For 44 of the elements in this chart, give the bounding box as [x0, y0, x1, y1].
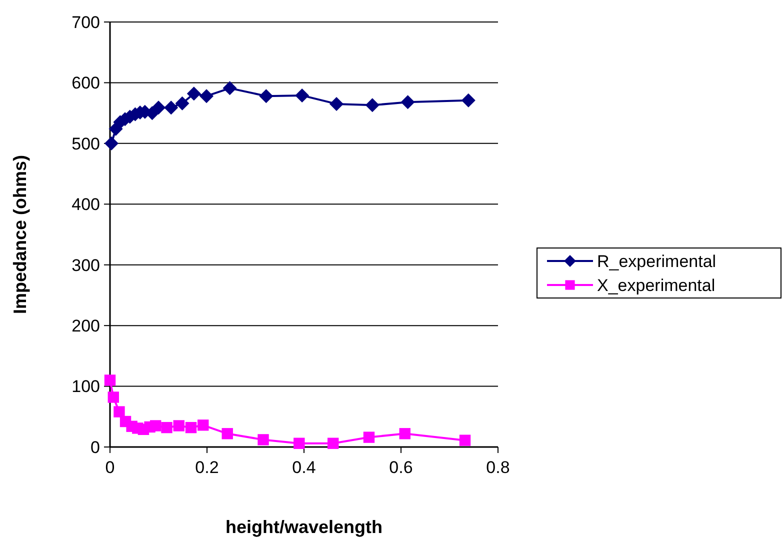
point — [363, 432, 375, 443]
legend-label: R_experimental — [597, 252, 716, 271]
point — [222, 428, 233, 440]
y-tick-label: 600 — [72, 74, 100, 93]
y-tick-label: 400 — [72, 195, 100, 214]
point — [150, 420, 162, 432]
y-tick-label: 200 — [72, 316, 100, 336]
point — [198, 420, 209, 431]
point — [200, 89, 214, 104]
point — [365, 98, 380, 112]
point — [164, 100, 178, 115]
y-axis-title: Impedance (ohms) — [10, 154, 30, 314]
point — [459, 434, 471, 446]
point — [186, 86, 201, 101]
point — [295, 88, 310, 102]
y-tick-label: 0 — [90, 438, 100, 457]
point — [328, 438, 339, 449]
point — [258, 434, 269, 446]
y-tick-label: 700 — [72, 12, 100, 32]
point — [185, 422, 197, 434]
point — [104, 136, 118, 150]
y-tick-label: 100 — [72, 377, 100, 396]
x-tick-label: 0.2 — [195, 458, 219, 477]
point — [173, 420, 184, 432]
point — [294, 438, 305, 449]
y-tick-label: 500 — [72, 134, 100, 154]
x-axis-title: height/wavelength — [225, 517, 383, 537]
x-tick-label: 0 — [105, 458, 115, 477]
point — [399, 428, 410, 440]
point — [152, 100, 166, 115]
x-tick-label: 0.6 — [389, 458, 413, 477]
point — [175, 96, 190, 110]
y-tick-label: 300 — [72, 256, 100, 275]
point — [400, 95, 415, 110]
x-tick-label: 0.4 — [292, 458, 316, 477]
point — [222, 81, 237, 96]
point — [461, 93, 476, 108]
legend-label: X_experimental — [597, 276, 716, 295]
point — [161, 422, 172, 434]
point — [114, 406, 125, 418]
x-tick-label: 0.8 — [486, 458, 510, 477]
point — [259, 89, 274, 104]
point — [108, 392, 119, 403]
point — [329, 96, 344, 111]
